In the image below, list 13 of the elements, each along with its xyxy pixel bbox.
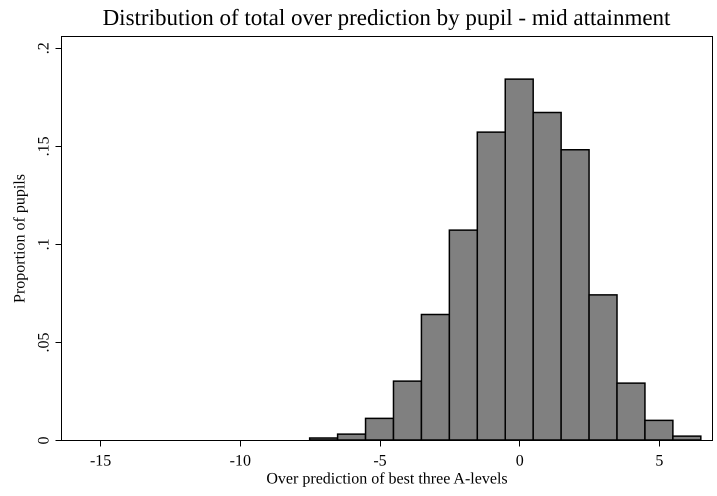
x-tick-label: 0 <box>516 452 524 470</box>
x-tick-label: -10 <box>230 452 251 470</box>
x-axis-title: Over prediction of best three A-levels <box>266 470 508 488</box>
y-tick-label: .05 <box>36 332 52 352</box>
chart-title: Distribution of total over prediction by pupil - mid attainment <box>102 5 672 30</box>
x-tick-label: -15 <box>90 452 112 470</box>
x-tick-label: 5 <box>655 452 664 470</box>
y-axis-title: Proportion of pupils <box>12 174 28 303</box>
y-tick-label: 0 <box>36 436 52 444</box>
y-tick-label: .15 <box>36 136 52 156</box>
y-tick-label: .1 <box>36 238 52 250</box>
x-tick-label: -5 <box>373 452 387 470</box>
y-tick-label: .2 <box>36 42 52 54</box>
